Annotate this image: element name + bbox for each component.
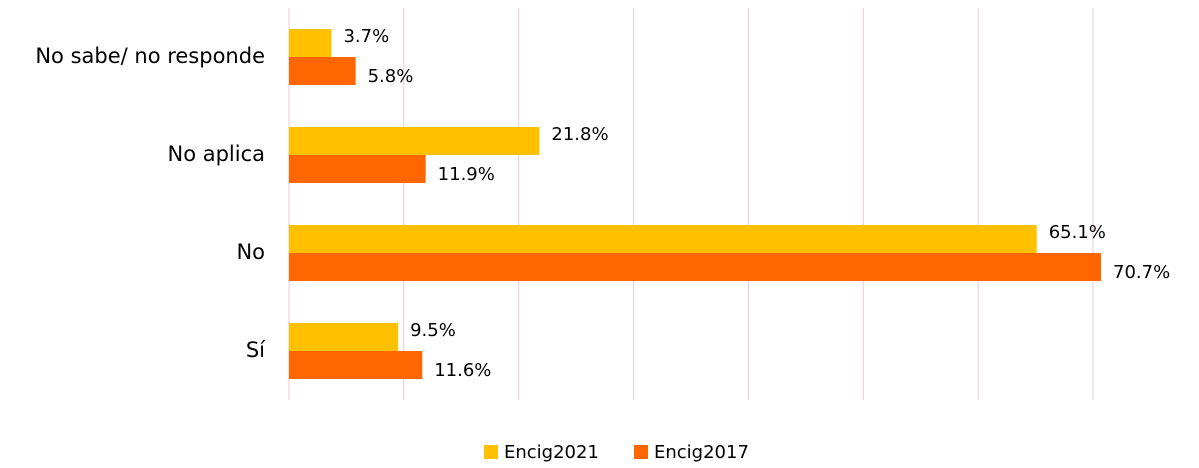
data-label: 70.7% [1113,262,1170,283]
bar [289,29,332,57]
bar [289,57,356,85]
y-tick-label: No [236,240,265,264]
data-label: 21.8% [551,124,608,145]
data-label: 5.8% [368,66,414,87]
bar [289,225,1037,253]
legend-label: Encig2017 [654,442,749,463]
bar [289,127,540,155]
data-label: 11.9% [438,164,495,185]
legend-swatch [634,445,648,459]
bar [289,323,399,351]
y-tick-label: No aplica [167,142,265,166]
data-label: 3.7% [343,26,389,47]
y-tick-label: Sí [246,338,266,362]
data-label: 65.1% [1049,222,1106,243]
legend-swatch [484,445,498,459]
data-label: 9.5% [410,320,456,341]
bar [289,155,426,183]
legend-label: Encig2021 [504,442,599,463]
y-tick-label: No sabe/ no responde [35,44,265,68]
bar [289,351,423,379]
bar [289,253,1102,281]
data-label: 11.6% [434,360,491,381]
